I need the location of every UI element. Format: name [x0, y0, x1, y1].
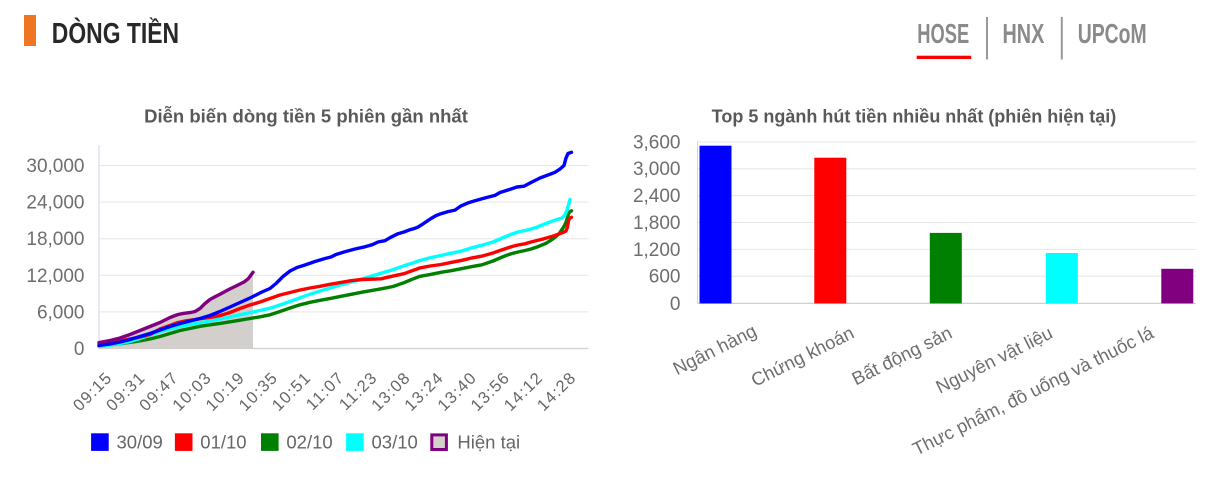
svg-text:1,800: 1,800	[633, 213, 681, 234]
svg-text:03/10: 03/10	[372, 432, 418, 453]
svg-text:30,000: 30,000	[26, 156, 84, 177]
svg-text:0: 0	[670, 294, 681, 315]
svg-text:12,000: 12,000	[26, 266, 84, 287]
svg-text:3,000: 3,000	[633, 159, 681, 180]
svg-text:3,600: 3,600	[633, 132, 681, 153]
svg-text:2,400: 2,400	[633, 186, 681, 207]
svg-text:HOSE: HOSE	[917, 18, 969, 49]
svg-text:1,200: 1,200	[633, 240, 681, 261]
svg-text:Diễn biến dòng tiền 5 phiên gầ: Diễn biến dòng tiền 5 phiên gần nhất	[144, 106, 468, 127]
svg-text:Top 5 ngành hút tiền nhiều nhấ: Top 5 ngành hút tiền nhiều nhất (phiên h…	[712, 107, 1117, 127]
svg-text:0: 0	[74, 339, 85, 360]
svg-text:01/10: 01/10	[200, 432, 246, 453]
svg-text:DÒNG TIỀN: DÒNG TIỀN	[52, 16, 179, 49]
svg-text:600: 600	[649, 267, 681, 288]
svg-text:6,000: 6,000	[37, 302, 85, 323]
svg-text:HNX: HNX	[1003, 19, 1045, 50]
svg-text:30/09: 30/09	[117, 432, 163, 453]
svg-text:UPCoM: UPCoM	[1078, 19, 1147, 50]
svg-text:Hiện tại: Hiện tại	[457, 432, 520, 453]
svg-text:02/10: 02/10	[286, 432, 332, 453]
svg-text:18,000: 18,000	[26, 229, 84, 250]
svg-text:24,000: 24,000	[26, 193, 84, 214]
